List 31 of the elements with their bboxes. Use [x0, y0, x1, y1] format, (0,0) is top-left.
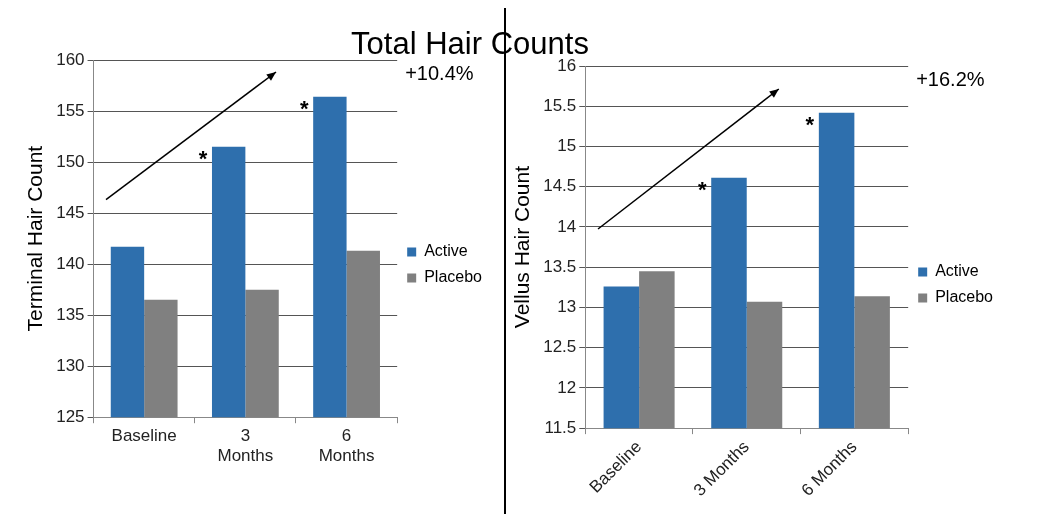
y-tick-label: 12: [557, 377, 577, 397]
y-tick-label: 11.5: [544, 417, 577, 437]
y-tick-label: 15: [557, 136, 577, 156]
y-tick-label: 130: [56, 355, 85, 375]
annotation: *: [299, 95, 309, 121]
annotation: *: [805, 111, 815, 137]
annotation: *: [198, 145, 208, 171]
y-tick-label: 150: [56, 151, 85, 171]
y-tick-label: 14.5: [543, 176, 577, 196]
legend-label: Placebo: [424, 268, 483, 286]
x-tick-label: 3 Months: [217, 426, 274, 466]
y-tick-label: 140: [56, 253, 85, 273]
text: +10.4%: [405, 61, 474, 84]
y-tick-label: 13.5: [543, 256, 577, 276]
x-tick-label: 6 Months: [318, 426, 375, 466]
y-tick-label: 12.5: [543, 337, 577, 357]
y-tick-label: 155: [56, 100, 85, 120]
y-tick-label: 15.5: [543, 95, 577, 115]
legend-label: Active: [935, 262, 979, 280]
x-tick-label: Baseline: [111, 426, 177, 446]
y-tick-label: 125: [56, 406, 85, 426]
y-tick-label: 14: [557, 216, 577, 236]
y-tick-label: 160: [56, 49, 85, 69]
legend-label: Active: [424, 242, 468, 260]
y-axis-title: Vellus Hair Count: [510, 165, 534, 329]
text: +16.2%: [916, 67, 985, 90]
y-axis-title: Terminal Hair Count: [23, 145, 47, 332]
y-tick-label: 13: [557, 297, 577, 317]
y-tick-label: 145: [56, 202, 85, 222]
legend-label: Placebo: [935, 288, 994, 306]
y-tick-label: 135: [56, 304, 85, 324]
